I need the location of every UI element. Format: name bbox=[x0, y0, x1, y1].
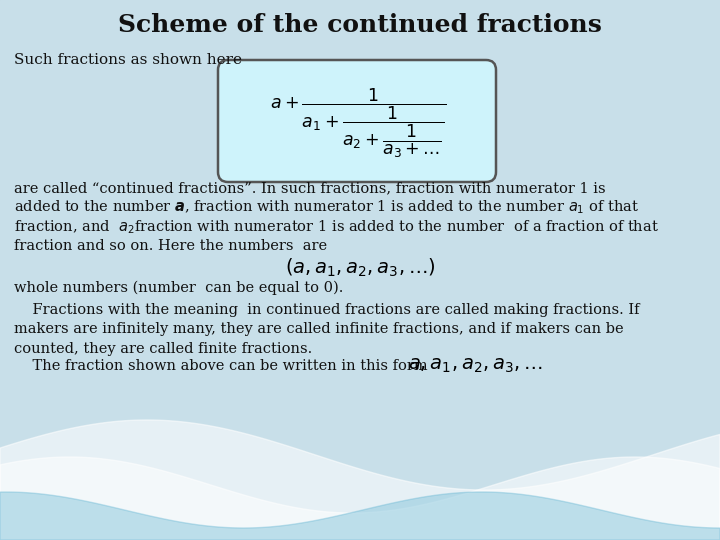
Text: fraction, and  $a_2$fraction with numerator 1 is added to the number  of a fract: fraction, and $a_2$fraction with numerat… bbox=[14, 218, 659, 236]
Text: added to the number $\boldsymbol{a}$, fraction with numerator 1 is added to the : added to the number $\boldsymbol{a}$, fr… bbox=[14, 199, 639, 217]
Text: Scheme of the continued fractions: Scheme of the continued fractions bbox=[118, 13, 602, 37]
Text: makers are infinitely many, they are called infinite fractions, and if makers ca: makers are infinitely many, they are cal… bbox=[14, 322, 624, 336]
Text: $a+\dfrac{1}{a_1+\dfrac{1}{a_2+\dfrac{1}{a_3+\ldots}}}$: $a+\dfrac{1}{a_1+\dfrac{1}{a_2+\dfrac{1}… bbox=[270, 86, 446, 160]
FancyBboxPatch shape bbox=[218, 60, 496, 182]
Text: $(a,a_1,a_2,a_3,\ldots)$: $(a,a_1,a_2,a_3,\ldots)$ bbox=[284, 257, 436, 279]
Polygon shape bbox=[0, 457, 720, 540]
Text: $a,a_1,a_2,a_3,\ldots$: $a,a_1,a_2,a_3,\ldots$ bbox=[408, 357, 543, 375]
Text: fraction and so on. Here the numbers  are: fraction and so on. Here the numbers are bbox=[14, 240, 327, 253]
Text: Such fractions as shown here: Such fractions as shown here bbox=[14, 53, 242, 67]
Text: Fractions with the meaning  in continued fractions are called making fractions. : Fractions with the meaning in continued … bbox=[14, 303, 639, 317]
Text: are called “continued fractions”. In such fractions, fraction with numerator 1 i: are called “continued fractions”. In suc… bbox=[14, 181, 606, 195]
Text: whole numbers (number  can be equal to 0).: whole numbers (number can be equal to 0)… bbox=[14, 281, 343, 295]
Polygon shape bbox=[0, 420, 720, 540]
Text: The fraction shown above can be written in this form: The fraction shown above can be written … bbox=[14, 359, 428, 373]
Polygon shape bbox=[0, 492, 720, 540]
Text: counted, they are called finite fractions.: counted, they are called finite fraction… bbox=[14, 342, 312, 356]
